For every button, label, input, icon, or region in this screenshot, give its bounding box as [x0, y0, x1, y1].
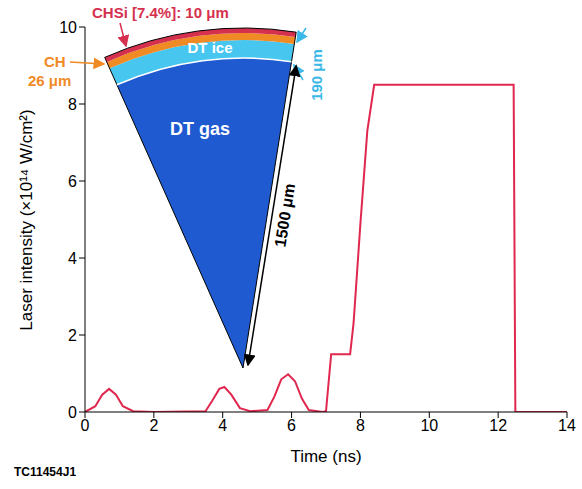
svg-text:26 μm: 26 μm: [28, 72, 71, 89]
svg-text:10: 10: [59, 19, 77, 36]
svg-text:Time (ns): Time (ns): [290, 447, 361, 466]
svg-text:0: 0: [81, 417, 90, 434]
svg-text:2: 2: [68, 327, 77, 344]
svg-text:4: 4: [68, 250, 77, 267]
svg-text:Laser intensity (×10¹⁴ W/cm²): Laser intensity (×10¹⁴ W/cm²): [17, 109, 36, 330]
svg-text:1500 μm: 1500 μm: [271, 182, 298, 248]
svg-text:8: 8: [356, 417, 365, 434]
svg-text:0: 0: [68, 404, 77, 421]
svg-text:2: 2: [149, 417, 158, 434]
svg-text:190 μm: 190 μm: [308, 49, 325, 101]
svg-text:6: 6: [287, 417, 296, 434]
svg-text:CH: CH: [44, 53, 66, 70]
svg-text:DT ice: DT ice: [187, 39, 232, 56]
svg-text:4: 4: [218, 417, 227, 434]
svg-text:6: 6: [68, 173, 77, 190]
svg-text:10: 10: [420, 417, 438, 434]
svg-text:CHSi [7.4%]: 10 μm: CHSi [7.4%]: 10 μm: [92, 4, 229, 21]
svg-text:14: 14: [558, 417, 576, 434]
svg-text:TC11454J1: TC11454J1: [14, 465, 76, 479]
svg-text:DT gas: DT gas: [170, 119, 230, 139]
svg-text:12: 12: [489, 417, 507, 434]
svg-text:8: 8: [68, 96, 77, 113]
